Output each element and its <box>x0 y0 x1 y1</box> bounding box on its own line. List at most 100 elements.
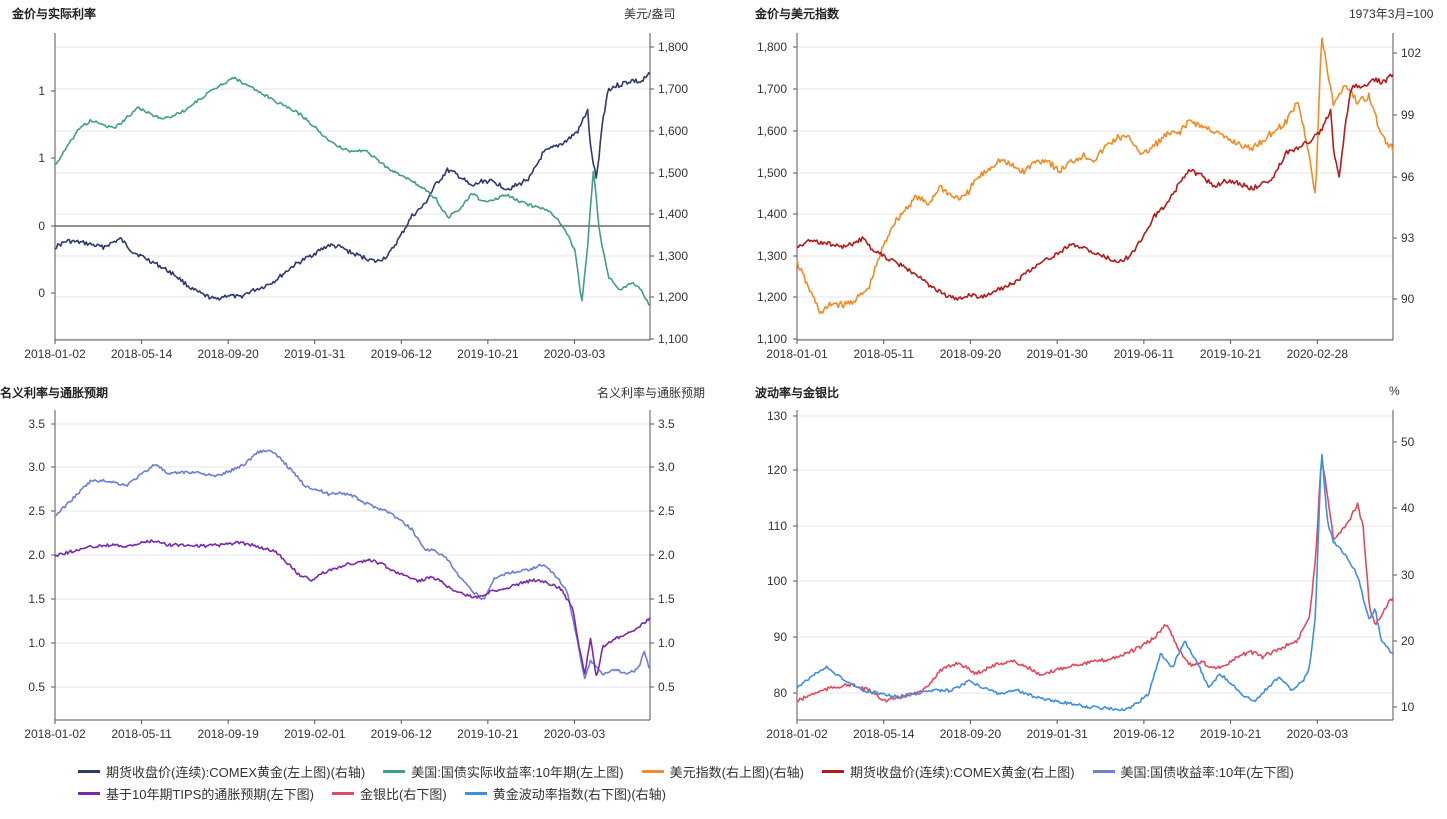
series-line-1 <box>54 72 651 301</box>
y-right-tick-label: 10 <box>1401 700 1415 714</box>
x-tick-label: 2018-01-01 <box>766 347 828 361</box>
y-right-tick-label: 40 <box>1401 501 1415 515</box>
chart-panel-1: 1 1 0 0 1,800 1,700 1,600 1,500 1,400 1,300 1,200 1… <box>24 33 688 361</box>
x-tick-label: 2020-03-03 <box>1287 727 1349 741</box>
x-tick-label: 2019-01-31 <box>1026 727 1088 741</box>
y-left-tick-label: 1,800 <box>757 40 787 54</box>
y-right-tick-label: 50 <box>1401 435 1415 449</box>
y-right-tick-label: 102 <box>1401 46 1421 60</box>
y-right-tick-label: 1.0 <box>658 636 675 650</box>
y-right-tick-label: 1.5 <box>658 592 675 606</box>
y-right-tick-label: 2.0 <box>658 548 675 562</box>
x-tick-label: 2019-10-21 <box>457 727 519 741</box>
legend-label: 美国:国债收益率:10年(左下图) <box>1120 764 1294 780</box>
y-right-tick-label: 99 <box>1401 108 1415 122</box>
x-tick-label: 2018-01-02 <box>24 347 86 361</box>
x-tick-label: 2020-03-03 <box>544 347 606 361</box>
x-tick-label: 2019-10-21 <box>1200 347 1262 361</box>
x-tick-label: 2019-06-12 <box>371 347 433 361</box>
y-left-tick-label: 2.0 <box>28 548 45 562</box>
y-left-tick-label: 90 <box>774 630 788 644</box>
chart-panel-2: 1,800 1,700 1,600 1,500 1,400 1,300 1,200 1,100… <box>757 33 1421 361</box>
y-right-tick-label: 30 <box>1401 568 1415 582</box>
y-left-tick-label: 3.5 <box>28 417 45 431</box>
y-right-tick-label: 1,500 <box>658 166 688 180</box>
legend-swatch <box>332 791 355 795</box>
legend-label: 黄金波动率指数(右下图)(右轴) <box>492 786 667 802</box>
panel3-title: 名义利率与通胀预期 <box>0 386 109 400</box>
x-tick-label: 2019-06-12 <box>371 727 433 741</box>
y-right-tick-label: 1,300 <box>658 249 688 263</box>
series-line-1 <box>796 37 1394 315</box>
legend-swatch <box>821 769 844 773</box>
y-left-tick-label: 1.5 <box>28 592 45 606</box>
legend-item[interactable]: 黄金波动率指数(右下图)(右轴) <box>464 784 667 803</box>
x-tick-label: 2019-01-30 <box>1026 347 1088 361</box>
y-left-tick-label: 80 <box>774 686 788 700</box>
y-left-tick-label: 1.0 <box>28 636 45 650</box>
y-left-tick-label: 0 <box>38 286 45 300</box>
panel4-title: 波动率与金银比 <box>755 386 840 400</box>
panel1-right-unit: 美元/盎司 <box>624 7 676 21</box>
series-line-1 <box>54 449 651 680</box>
y-left-tick-label: 0.5 <box>28 680 45 694</box>
panel2-right-unit: 1973年3月=100 <box>1349 7 1434 21</box>
series-line-2 <box>54 539 651 677</box>
x-tick-label: 2019-10-21 <box>457 347 519 361</box>
y-left-tick-label: 1,600 <box>757 124 787 138</box>
x-tick-label: 2018-09-19 <box>197 727 259 741</box>
legend-label: 美国:国债实际收益率:10年期(左上图) <box>411 764 624 780</box>
legend-swatch <box>641 769 664 773</box>
y-right-tick-label: 20 <box>1401 634 1415 648</box>
legend-label: 美元指数(右上图)(右轴) <box>669 764 804 780</box>
legend-item[interactable]: 美国:国债收益率:10年(左下图) <box>1092 762 1294 781</box>
series-line-2 <box>796 453 1394 712</box>
y-right-tick-label: 96 <box>1401 170 1415 184</box>
y-right-tick-label: 1,200 <box>658 290 688 304</box>
legend-swatch <box>78 791 100 795</box>
chart-panel-3: 3.5 3.0 2.5 2.0 1.5 1.0 0.5 3.5 3.0 2.5 2.0 1.5 1.0 0… <box>24 410 675 741</box>
legend-item[interactable]: 美元指数(右上图)(右轴) <box>641 762 804 781</box>
legend-item[interactable]: 基于10年期TIPS的通胀预期(左下图) <box>78 784 314 803</box>
x-tick-label: 2019-10-21 <box>1200 727 1262 741</box>
legend-item[interactable]: 金银比(右下图) <box>332 784 447 803</box>
y-left-tick-label: 1 <box>38 84 45 98</box>
y-left-tick-label: 120 <box>767 463 787 477</box>
legend-item[interactable]: 期货收盘价(连续):COMEX黄金(右上图) <box>821 762 1075 781</box>
y-left-tick-label: 1,200 <box>757 290 787 304</box>
x-tick-label: 2020-02-28 <box>1287 347 1349 361</box>
legend-swatch <box>1092 769 1115 773</box>
y-left-tick-label: 130 <box>767 409 787 423</box>
y-left-tick-label: 1,100 <box>757 332 787 346</box>
y-right-tick-label: 3.0 <box>658 460 675 474</box>
legend-label: 期货收盘价(连续):COMEX黄金(左上图)(右轴) <box>106 764 366 780</box>
x-tick-label: 2018-09-20 <box>940 727 1002 741</box>
x-tick-label: 2019-01-31 <box>284 347 346 361</box>
y-right-tick-label: 1,100 <box>658 332 688 346</box>
x-tick-label: 2018-01-02 <box>766 727 828 741</box>
legend: 期货收盘价(连续):COMEX黄金(左上图)(右轴) 美国:国债实际收益率:10… <box>78 760 1378 804</box>
x-tick-label: 2018-05-11 <box>853 347 914 361</box>
y-right-tick-label: 1,400 <box>658 207 688 221</box>
y-right-tick-label: 2.5 <box>658 504 675 518</box>
x-tick-label: 2018-09-20 <box>197 347 259 361</box>
y-right-tick-label: 93 <box>1401 231 1415 245</box>
chart-panel-4: 130 120 110 100 90 80 50 40 30 20 10 2018-01-02 2018… <box>766 409 1414 741</box>
x-tick-label: 2018-05-14 <box>853 727 915 741</box>
x-tick-label: 2018-05-14 <box>111 347 173 361</box>
y-left-tick-label: 1,400 <box>757 207 787 221</box>
legend-item[interactable]: 美国:国债实际收益率:10年期(左上图) <box>383 762 624 781</box>
legend-item[interactable]: 期货收盘价(连续):COMEX黄金(左上图)(右轴) <box>78 762 365 781</box>
x-tick-label: 2019-06-11 <box>1114 347 1175 361</box>
y-left-tick-label: 100 <box>767 574 787 588</box>
legend-label: 期货收盘价(连续):COMEX黄金(右上图) <box>849 764 1075 780</box>
y-right-tick-label: 1,700 <box>658 82 688 96</box>
x-tick-label: 2020-03-03 <box>544 727 606 741</box>
x-tick-label: 2019-06-12 <box>1113 727 1175 741</box>
y-right-tick-label: 3.5 <box>658 417 675 431</box>
y-right-tick-label: 0.5 <box>658 680 675 694</box>
legend-row-1: 期货收盘价(连续):COMEX黄金(左上图)(右轴) 美国:国债实际收益率:10… <box>78 760 1378 782</box>
legend-label: 金银比(右下图) <box>360 786 447 802</box>
chart-canvas: 11001,8001,7001,6001,5001,4001,3001,2001… <box>24 33 1421 741</box>
legend-label: 基于10年期TIPS的通胀预期(左下图) <box>106 786 315 802</box>
